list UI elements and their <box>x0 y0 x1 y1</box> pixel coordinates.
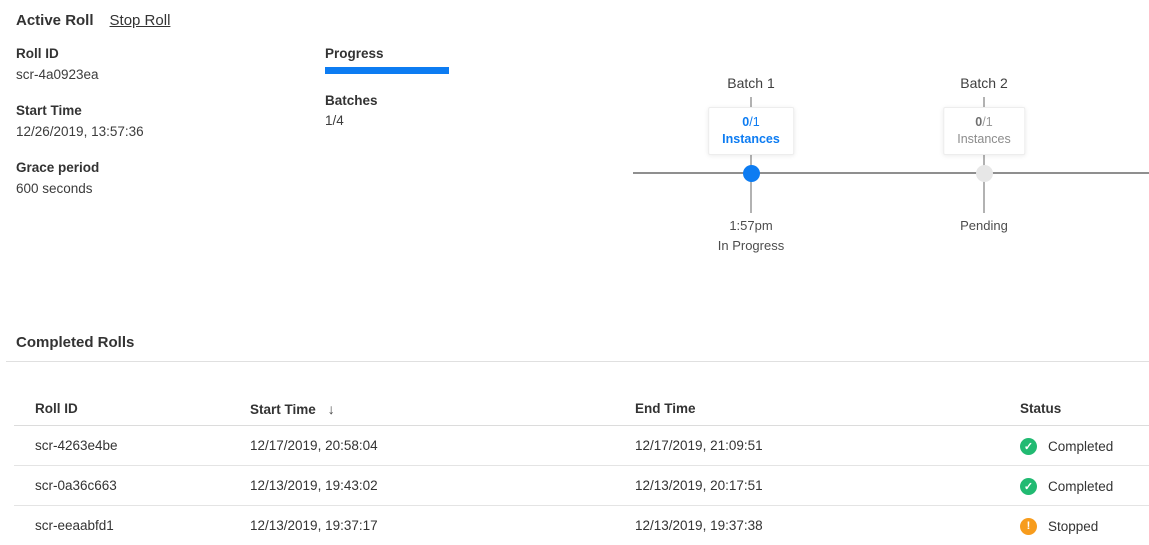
batch-status: In Progress <box>717 238 785 253</box>
cell-status: ! Stopped <box>1020 506 1098 545</box>
detail-label: Roll ID <box>16 46 59 61</box>
active-roll-details: Roll ID scr-4a0923ea Start Time 12/26/20… <box>16 46 144 217</box>
exclamation-circle-icon: ! <box>1020 517 1037 535</box>
detail-label: Grace period <box>16 160 100 175</box>
detail-value: scr-4a0923ea <box>16 67 99 82</box>
cell-roll-id: scr-0a36c663 <box>35 478 117 493</box>
progress-column: Progress Batches 1/4 <box>325 46 485 128</box>
timeline-connector <box>983 97 985 213</box>
detail-label: Start Time <box>16 103 82 118</box>
progress-label: Progress <box>325 46 384 61</box>
instances-label: Instances <box>722 131 780 146</box>
table-row[interactable]: scr-eeaabfd1 12/13/2019, 19:37:17 12/13/… <box>14 506 1149 545</box>
section-divider <box>6 361 1149 362</box>
batch-name: Batch 2 <box>960 75 1008 91</box>
cell-start-time: 12/17/2019, 20:58:04 <box>250 438 378 453</box>
detail-roll-id: Roll ID scr-4a0923ea <box>16 46 144 82</box>
instances-count: 0 <box>975 115 983 129</box>
cell-start-time: 12/13/2019, 19:37:17 <box>250 518 378 533</box>
cell-start-time: 12/13/2019, 19:43:02 <box>250 478 378 493</box>
timeline-axis <box>633 172 1149 174</box>
detail-grace-period: Grace period 600 seconds <box>16 160 144 196</box>
cell-end-time: 12/17/2019, 21:09:51 <box>635 438 763 453</box>
roll-timeline: Batch 1 0/1 Instances 1:57pm In Progress… <box>633 75 1149 253</box>
completed-rolls-title: Completed Rolls <box>16 334 135 351</box>
batch-name: Batch 1 <box>727 75 775 91</box>
batch-time: Pending <box>960 218 1008 233</box>
instances-count: 0 <box>742 115 750 129</box>
timeline-dot-active[interactable] <box>742 165 760 182</box>
timeline-dot-pending <box>975 165 993 182</box>
instances-total: /1 <box>982 115 993 129</box>
cell-roll-id: scr-eeaabfd1 <box>35 518 114 533</box>
stop-roll-link[interactable]: Stop Roll <box>109 12 171 29</box>
detail-value: 12/26/2019, 13:57:36 <box>16 124 144 139</box>
batch-instances-card: 0/1 Instances <box>943 107 1025 155</box>
progress-bar-fill <box>325 67 449 74</box>
cell-end-time: 12/13/2019, 20:17:51 <box>635 478 763 493</box>
check-circle-icon: ✓ <box>1020 437 1037 455</box>
table-row[interactable]: scr-0a36c663 12/13/2019, 19:43:02 12/13/… <box>14 466 1149 506</box>
column-header-roll-id[interactable]: Roll ID <box>35 401 78 416</box>
batch-time: 1:57pm <box>729 218 773 233</box>
cell-status: ✓ Completed <box>1020 466 1113 506</box>
instances-total: /1 <box>749 115 760 129</box>
batch-instances-card[interactable]: 0/1 Instances <box>708 107 794 155</box>
check-circle-icon: ✓ <box>1020 477 1037 495</box>
column-header-start-time[interactable]: Start Time ↓ <box>250 396 335 423</box>
detail-value: 600 seconds <box>16 181 93 196</box>
detail-start-time: Start Time 12/26/2019, 13:57:36 <box>16 103 144 139</box>
sort-descending-icon[interactable]: ↓ <box>327 401 335 417</box>
table-row[interactable]: scr-4263e4be 12/17/2019, 20:58:04 12/17/… <box>14 426 1149 466</box>
status-label: Stopped <box>1048 518 1099 534</box>
batches-label: Batches <box>325 93 378 108</box>
table-header-row: Roll ID Start Time ↓ End Time Status <box>14 396 1149 426</box>
column-header-label: Start Time <box>250 402 316 417</box>
active-roll-title: Active Roll <box>16 12 94 29</box>
status-label: Completed <box>1048 438 1114 454</box>
progress-bar <box>325 67 449 74</box>
completed-rolls-table: Roll ID Start Time ↓ End Time Status scr-… <box>14 396 1149 545</box>
timeline-connector <box>750 97 752 213</box>
status-label: Completed <box>1048 478 1114 494</box>
instances-label: Instances <box>957 131 1011 146</box>
cell-status: ✓ Completed <box>1020 426 1113 466</box>
column-header-status[interactable]: Status <box>1020 401 1062 416</box>
cell-roll-id: scr-4263e4be <box>35 438 118 453</box>
column-header-end-time[interactable]: End Time <box>635 401 696 416</box>
batches-value: 1/4 <box>325 113 344 128</box>
cell-end-time: 12/13/2019, 19:37:38 <box>635 518 763 533</box>
active-roll-header: Active Roll Stop Roll <box>16 12 170 29</box>
